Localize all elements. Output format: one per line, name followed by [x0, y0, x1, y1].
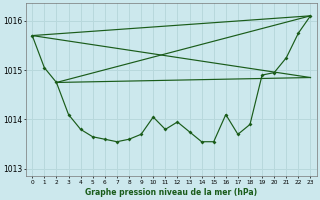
X-axis label: Graphe pression niveau de la mer (hPa): Graphe pression niveau de la mer (hPa) [85, 188, 257, 197]
